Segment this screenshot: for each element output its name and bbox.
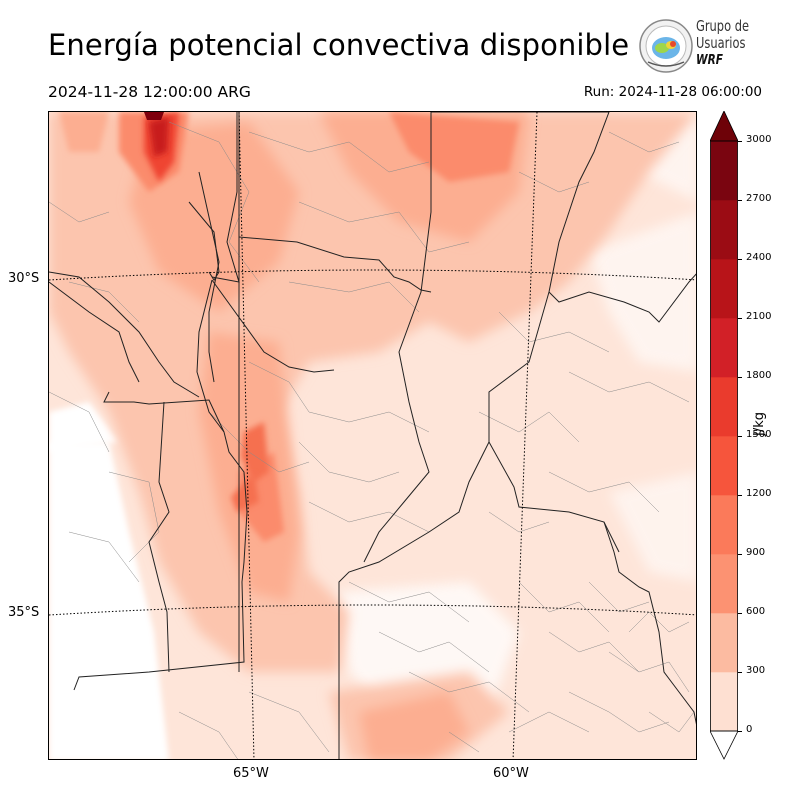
colorbar-segment bbox=[710, 318, 738, 378]
colorbar-tick-label: 2100 bbox=[746, 311, 772, 322]
lat-label-35s: 35°S bbox=[8, 605, 40, 620]
colorbar-tick-label: 3000 bbox=[746, 134, 772, 145]
colorbar-tick-mark bbox=[738, 259, 742, 260]
colorbar-segment bbox=[710, 495, 738, 555]
colorbar-tick-label: 1800 bbox=[746, 370, 772, 381]
colorbar-segment bbox=[710, 259, 738, 319]
colorbar-tick-label: 2700 bbox=[746, 193, 772, 204]
colorbar-segment bbox=[710, 554, 738, 614]
valid-time-label: 2024-11-28 12:00:00 ARG bbox=[48, 83, 251, 101]
coastline bbox=[603, 521, 696, 725]
colorbar-tick-mark bbox=[738, 436, 742, 437]
colorbar-segment bbox=[710, 200, 738, 260]
colorbar-tick-label: 300 bbox=[746, 665, 766, 676]
colorbar-segment bbox=[710, 377, 738, 437]
colorbar-tick-mark bbox=[738, 731, 742, 732]
colorbar-tick-mark bbox=[738, 554, 742, 555]
department-boundaries bbox=[49, 121, 695, 759]
colorbar-tick-label: 900 bbox=[746, 547, 766, 558]
colorbar-tick-label: 1500 bbox=[746, 429, 772, 440]
colorbar-tick-label: 600 bbox=[746, 606, 766, 617]
colorbar-tick-label: 1200 bbox=[746, 488, 772, 499]
wrf-group-logo: Grupo de Usuarios WRF bbox=[638, 16, 768, 76]
colorbar-tick-label: 0 bbox=[746, 724, 753, 735]
colorbar-tick-mark bbox=[738, 377, 742, 378]
colorbar-tick-mark bbox=[738, 613, 742, 614]
colorbar-tick-label: 2400 bbox=[746, 252, 772, 263]
colorbar bbox=[710, 111, 738, 760]
colorbar-segment bbox=[710, 672, 738, 732]
colorbar-tick-mark bbox=[738, 495, 742, 496]
logo-text-wrf: WRF bbox=[696, 53, 723, 68]
lon-label-60w: 60°W bbox=[493, 766, 529, 781]
cape-map bbox=[48, 111, 697, 760]
lat-label-30s: 30°S bbox=[8, 271, 40, 286]
lon-label-65w: 65°W bbox=[233, 766, 269, 781]
colorbar-tick-mark bbox=[738, 672, 742, 673]
province-boundaries bbox=[49, 112, 696, 759]
colorbar-unit-label: J/kg bbox=[752, 412, 767, 436]
colorbar-extend-max bbox=[710, 111, 738, 142]
colorbar-segment bbox=[710, 436, 738, 496]
colorbar-segment bbox=[710, 141, 738, 201]
colorbar-segment bbox=[710, 613, 738, 673]
colorbar-tick-mark bbox=[738, 141, 742, 142]
cape-map-canvas bbox=[49, 112, 696, 759]
graticule bbox=[49, 112, 696, 759]
colorbar-tick-mark bbox=[738, 200, 742, 201]
run-time-label: Run: 2024-11-28 06:00:00 bbox=[583, 84, 762, 100]
cape-shading bbox=[49, 112, 696, 759]
colorbar-extend-min bbox=[710, 730, 738, 760]
logo-text-line2: Usuarios bbox=[696, 34, 746, 52]
wrf-group-logo-icon bbox=[639, 19, 693, 73]
chart-title: Energía potencial convectiva disponible bbox=[48, 28, 630, 62]
colorbar-tick-mark bbox=[738, 318, 742, 319]
logo-text-line1: Grupo de bbox=[696, 17, 750, 35]
